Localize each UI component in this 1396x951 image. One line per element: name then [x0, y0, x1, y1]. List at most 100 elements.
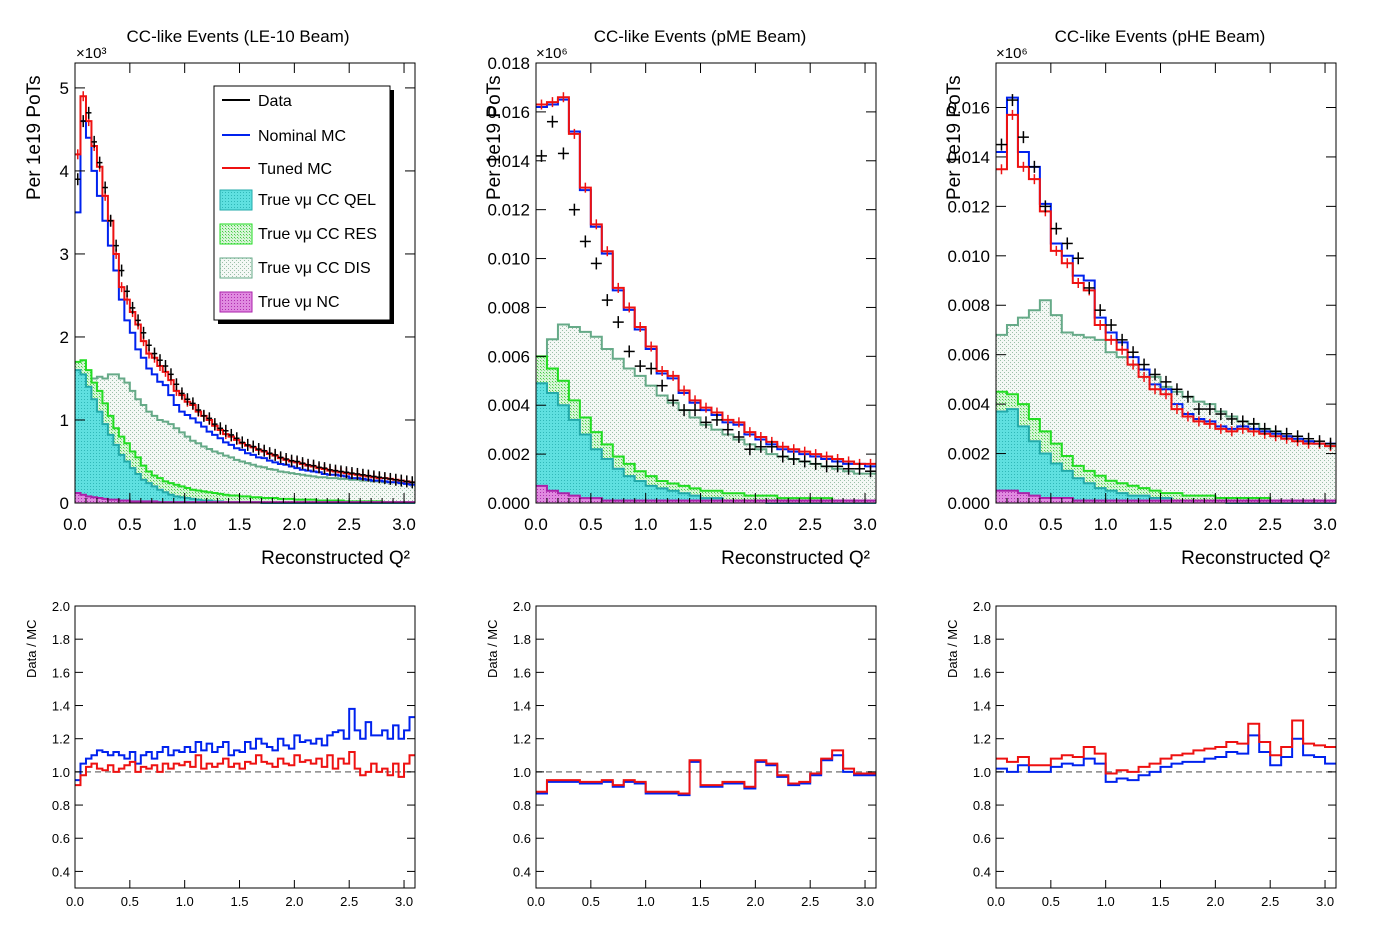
ratio-y-axis-label: Data / MC [485, 619, 500, 678]
exponent-label: ×10⁶ [536, 45, 568, 62]
ratio-y-tick-label: 1.2 [513, 732, 531, 747]
x-tick-label: 3.0 [1313, 515, 1337, 534]
ratio-y-tick-label: 0.6 [52, 831, 70, 846]
legend-swatch-nc [219, 291, 253, 313]
ratio-tuned-line [75, 750, 415, 787]
x-tick-label: 0.0 [524, 515, 548, 534]
ratio-x-tick-label: 0.0 [66, 894, 84, 909]
y-tick-label: 0.016 [487, 103, 530, 122]
ratio-frame [535, 605, 877, 889]
ratio-y-tick-label: 1.2 [973, 732, 991, 747]
y-tick-label: 0.002 [947, 445, 990, 464]
ratio-x-tick-label: 0.5 [582, 894, 600, 909]
x-tick-label: 2.5 [798, 515, 822, 534]
ratio-nominal-line [996, 734, 1336, 783]
y-tick-label: 0.004 [487, 396, 530, 415]
ratio-x-tick-label: 2.0 [746, 894, 764, 909]
ratio-x-tick-label: 3.0 [1316, 894, 1334, 909]
x-tick-label: 0.5 [579, 515, 603, 534]
ratio-nominal-line [536, 754, 876, 797]
legend-label: True νμ CC QEL [258, 192, 376, 209]
ratio-x-tick-label: 0.0 [987, 894, 1005, 909]
legend-swatch-dis [219, 257, 253, 279]
x-axis-label: Reconstructed Q² [721, 548, 870, 569]
main-plot-le10: 0 1 2 3 4 5 0.0 0.5 1.0 1.5 2.0 2.5 3.0 [60, 62, 416, 534]
y-tick-label: 0.008 [487, 298, 530, 317]
ratio-y-tick-label: 2.0 [52, 599, 70, 614]
tuned-mc-line [996, 113, 1336, 448]
legend-label: True νμ NC [258, 294, 340, 311]
chart-title: CC-like Events (pHE Beam) [1055, 27, 1266, 46]
res-outline [996, 390, 1336, 502]
dis-outline [75, 373, 415, 485]
ratio-x-tick-label: 3.0 [856, 894, 874, 909]
y-tick-label: 0.010 [487, 250, 530, 269]
x-tick-label: 0.5 [1039, 515, 1063, 534]
ratio-x-tick-label: 0.5 [121, 894, 139, 909]
y-tick-label: 0.012 [487, 201, 530, 220]
x-tick-label: 1.0 [173, 515, 197, 534]
ratio-y-axis-label: Data / MC [24, 619, 39, 678]
x-tick-label: 1.0 [634, 515, 658, 534]
ratio-x-tick-label: 0.0 [527, 894, 545, 909]
res-outline [536, 355, 876, 502]
ratio-x-tick-label: 1.0 [176, 894, 194, 909]
ratio-y-tick-label: 0.6 [973, 831, 991, 846]
ratio-nominal-line [75, 707, 415, 782]
x-tick-label: 2.5 [337, 515, 361, 534]
ratio-x-tick-label: 1.0 [637, 894, 655, 909]
y-tick-label: 4 [60, 162, 69, 181]
x-tick-label: 1.5 [1149, 515, 1173, 534]
ratio-y-tick-label: 0.8 [52, 798, 70, 813]
legend: Data Nominal MC Tuned MC True νμ CC QEL … [213, 85, 394, 324]
main-plot-pme: 0.000 0.002 0.004 0.006 0.008 0.010 0.012 0.014… [487, 54, 876, 534]
ratio-x-tick-label: 1.5 [691, 894, 709, 909]
ratio-y-tick-label: 0.4 [513, 864, 531, 879]
legend-label: True νμ CC RES [258, 226, 377, 243]
nc-outline [996, 489, 1336, 502]
ratio-y-tick-label: 0.4 [973, 864, 991, 879]
y-tick-label: 1 [60, 411, 69, 430]
legend-swatch-qel [219, 189, 253, 211]
y-tick-label: 0.006 [947, 346, 990, 365]
dis-area [75, 374, 415, 503]
ratio-x-tick-label: 3.0 [395, 894, 413, 909]
y-tick-label: 0.002 [487, 445, 530, 464]
y-tick-label: 0 [60, 494, 69, 513]
ratio-y-tick-label: 1.6 [52, 665, 70, 680]
exponent-label: ×10³ [76, 45, 106, 62]
ratio-x-tick-label: 2.5 [801, 894, 819, 909]
y-tick-label: 5 [60, 79, 69, 98]
ratio-y-tick-label: 2.0 [973, 599, 991, 614]
ratio-y-tick-label: 1.4 [973, 699, 991, 714]
x-tick-label: 1.0 [1094, 515, 1118, 534]
ratio-y-tick-label: 1.6 [973, 665, 991, 680]
ratio-y-tick-label: 1.8 [52, 632, 70, 647]
y-tick-label: 0.006 [487, 347, 530, 366]
dis-area [996, 300, 1336, 503]
y-axis-label: Per 1e19 PoTs [484, 75, 505, 200]
ratio-y-tick-label: 1.4 [52, 699, 70, 714]
ratio-y-tick-label: 1.6 [513, 665, 531, 680]
y-tick-label: 0.008 [947, 296, 990, 315]
x-tick-label: 2.0 [283, 515, 307, 534]
y-tick-label: 0.010 [947, 247, 990, 266]
x-axis-label: Reconstructed Q² [1181, 548, 1330, 569]
ratio-x-tick-label: 1.0 [1097, 894, 1115, 909]
legend-label: Data [258, 93, 292, 110]
x-tick-label: 2.5 [1258, 515, 1282, 534]
x-tick-label: 0.0 [984, 515, 1008, 534]
x-tick-label: 1.5 [689, 515, 713, 534]
ratio-y-tick-label: 1.0 [52, 765, 70, 780]
chart-title: CC-like Events (LE-10 Beam) [127, 27, 350, 46]
res-area [996, 391, 1336, 503]
ratio-y-tick-label: 2.0 [513, 599, 531, 614]
ratio-y-tick-label: 1.0 [513, 765, 531, 780]
legend-label: Tuned MC [258, 161, 332, 178]
ratio-frame [74, 605, 416, 889]
res-area [536, 356, 876, 503]
ratio-plot-le10: 0.4 0.6 0.8 1.0 1.2 1.4 1.6 1.8 2.0 0.0 0.5 1.0 1.5 2… [52, 599, 416, 909]
qel-area [75, 370, 415, 503]
ratio-y-tick-label: 1.8 [513, 632, 531, 647]
